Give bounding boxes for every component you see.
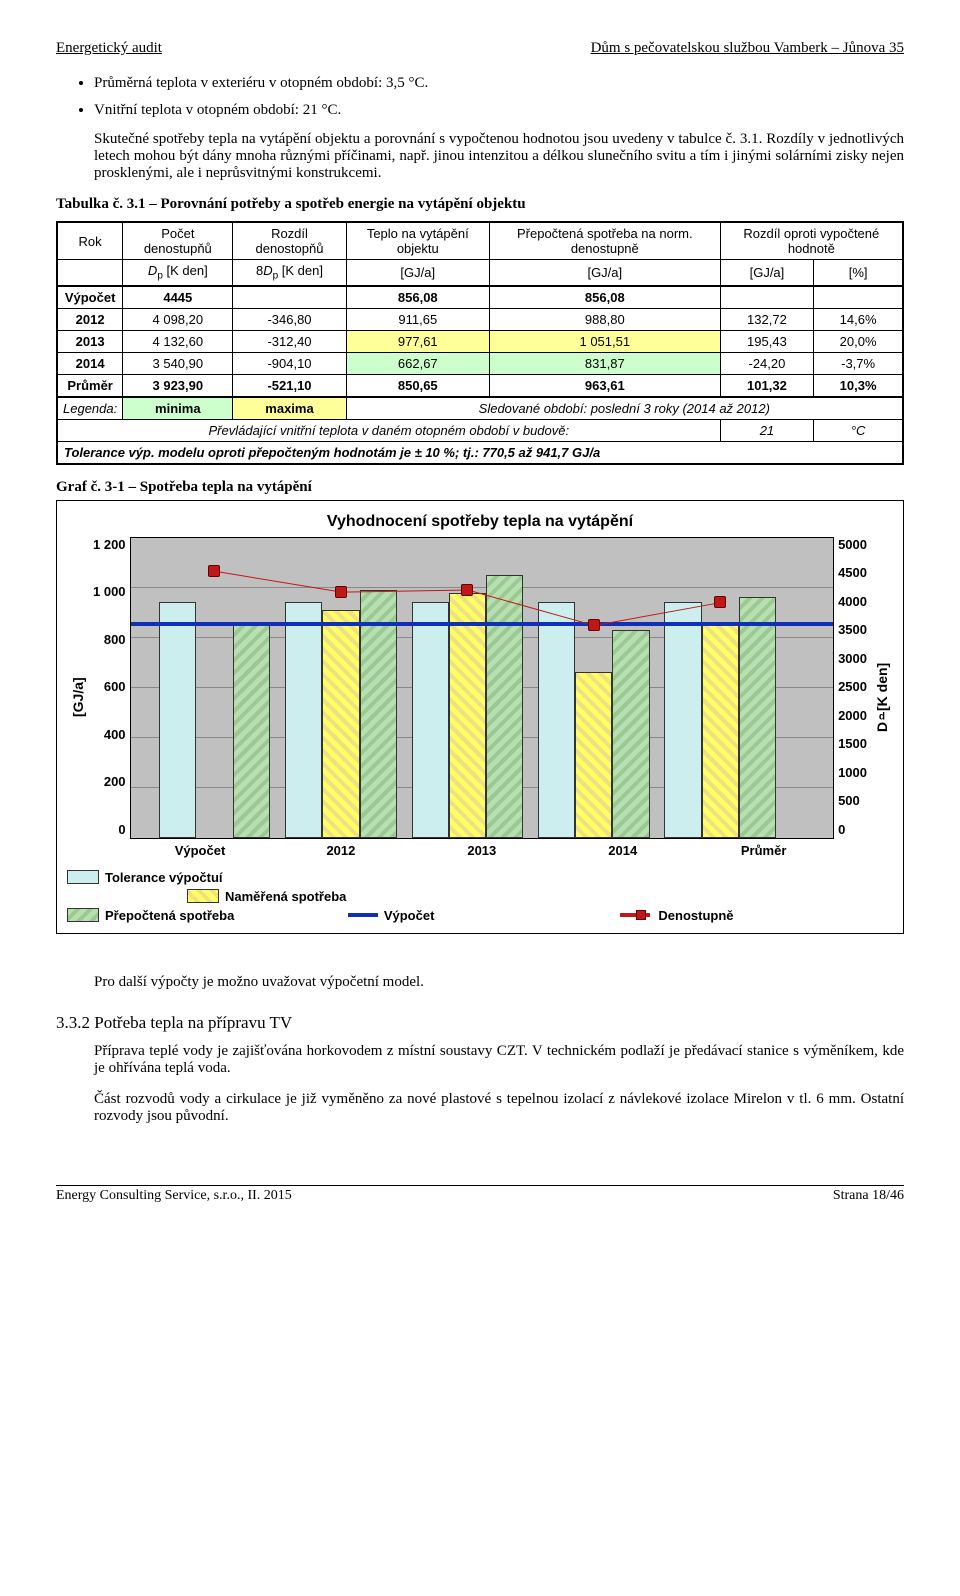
row-prumer: Průměr3 923,90-521,10 850,65963,61101,32… xyxy=(57,374,903,397)
row-legenda: Legenda: minima maxima Sledované období:… xyxy=(57,397,903,420)
th-rozdil-deno: Rozdíl denostopňů xyxy=(233,222,346,260)
th-rok: Rok xyxy=(57,222,123,260)
paragraph-tv1: Příprava teplé vody je zajišťována horko… xyxy=(94,1043,904,1077)
unit-8dp: 8Dp [K den] xyxy=(233,260,346,286)
plot-area xyxy=(130,537,835,839)
y-ticks-right: 5000450040003500300025002000150010005000 xyxy=(834,537,871,837)
unit-gj3: [GJ/a] xyxy=(720,260,814,286)
chart-container: Vyhodnocení spotřeby tepla na vytápění [… xyxy=(56,500,904,934)
bullet-1: Průměrná teplota v exteriéru v otopném o… xyxy=(94,75,904,92)
row-2014: 20143 540,90-904,10 662,67831,87-24,20-3… xyxy=(57,352,903,374)
header-left: Energetický audit xyxy=(56,40,162,57)
y-axis-left-label: [GJ/a] xyxy=(67,537,89,858)
table-caption-text: Tabulka č. 3.1 – Porovnání potřeby a spo… xyxy=(56,196,526,212)
header-right: Dům s pečovatelskou službou Vamberk – Jů… xyxy=(591,40,904,57)
page-footer: Energy Consulting Service, s.r.o., II. 2… xyxy=(56,1185,904,1204)
th-prepoct: Přepočtená spotřeba na norm. denostupně xyxy=(489,222,720,260)
unit-dp: Dp [K den] xyxy=(123,260,233,286)
footer-right: Strana 18/46 xyxy=(833,1188,904,1204)
paragraph-tv2: Část rozvodů vody a cirkulace je již vym… xyxy=(94,1091,904,1125)
section-title: Potřeba tepla na přípravu TV xyxy=(94,1013,292,1032)
bullet-list: Průměrná teplota v exteriéru v otopném o… xyxy=(94,75,904,119)
bullet-2: Vnitřní teplota v otopném období: 21 °C. xyxy=(94,102,904,119)
th-teplo: Teplo na vytápění objektu xyxy=(346,222,489,260)
table-caption: Tabulka č. 3.1 – Porovnání potřeby a spo… xyxy=(56,196,904,213)
row-vypocet: Výpočet4445 856,08856,08 xyxy=(57,286,903,309)
row-tolerance: Tolerance výp. modelu oproti přepočteným… xyxy=(57,441,903,464)
section-332-heading: 3.3.2 Potřeba tepla na přípravu TV xyxy=(56,1013,904,1033)
y-ticks-left: 1 2001 0008006004002000 xyxy=(89,537,130,837)
row-2013: 20134 132,60-312,40 977,611 051,51195,43… xyxy=(57,330,903,352)
row-prevladajici: Převládající vnitřní teplota v daném oto… xyxy=(57,419,903,441)
unit-gj1: [GJ/a] xyxy=(346,260,489,286)
chart-caption: Graf č. 3-1 – Spotřeba tepla na vytápění xyxy=(56,479,904,496)
th-denostup: Počet denostupňů xyxy=(123,222,233,260)
chart-legend: Tolerance výpočtuíNaměřená spotřebaPřepo… xyxy=(67,868,893,925)
y-axis-right-label: Dp [K den] xyxy=(871,537,893,858)
x-ticks: Výpočet201220132014Průměr xyxy=(130,843,835,858)
paragraph-intro: Skutečné spotřeby tepla na vytápění obje… xyxy=(94,131,904,182)
page-header: Energetický audit Dům s pečovatelskou sl… xyxy=(56,40,904,57)
row-2012: 20124 098,20-346,80 911,65988,80132,7214… xyxy=(57,308,903,330)
section-num: 3.3.2 xyxy=(56,1013,90,1032)
footer-left: Energy Consulting Service, s.r.o., II. 2… xyxy=(56,1188,292,1204)
unit-gj2: [GJ/a] xyxy=(489,260,720,286)
unit-pct: [%] xyxy=(814,260,903,286)
th-rozdil: Rozdíl oproti vypočtené hodnotě xyxy=(720,222,903,260)
comparison-table: Rok Počet denostupňů Rozdíl denostopňů T… xyxy=(56,221,904,465)
paragraph-dal: Pro další výpočty je možno uvažovat výpo… xyxy=(94,974,904,991)
chart-title: Vyhodnocení spotřeby tepla na vytápění xyxy=(67,513,893,531)
